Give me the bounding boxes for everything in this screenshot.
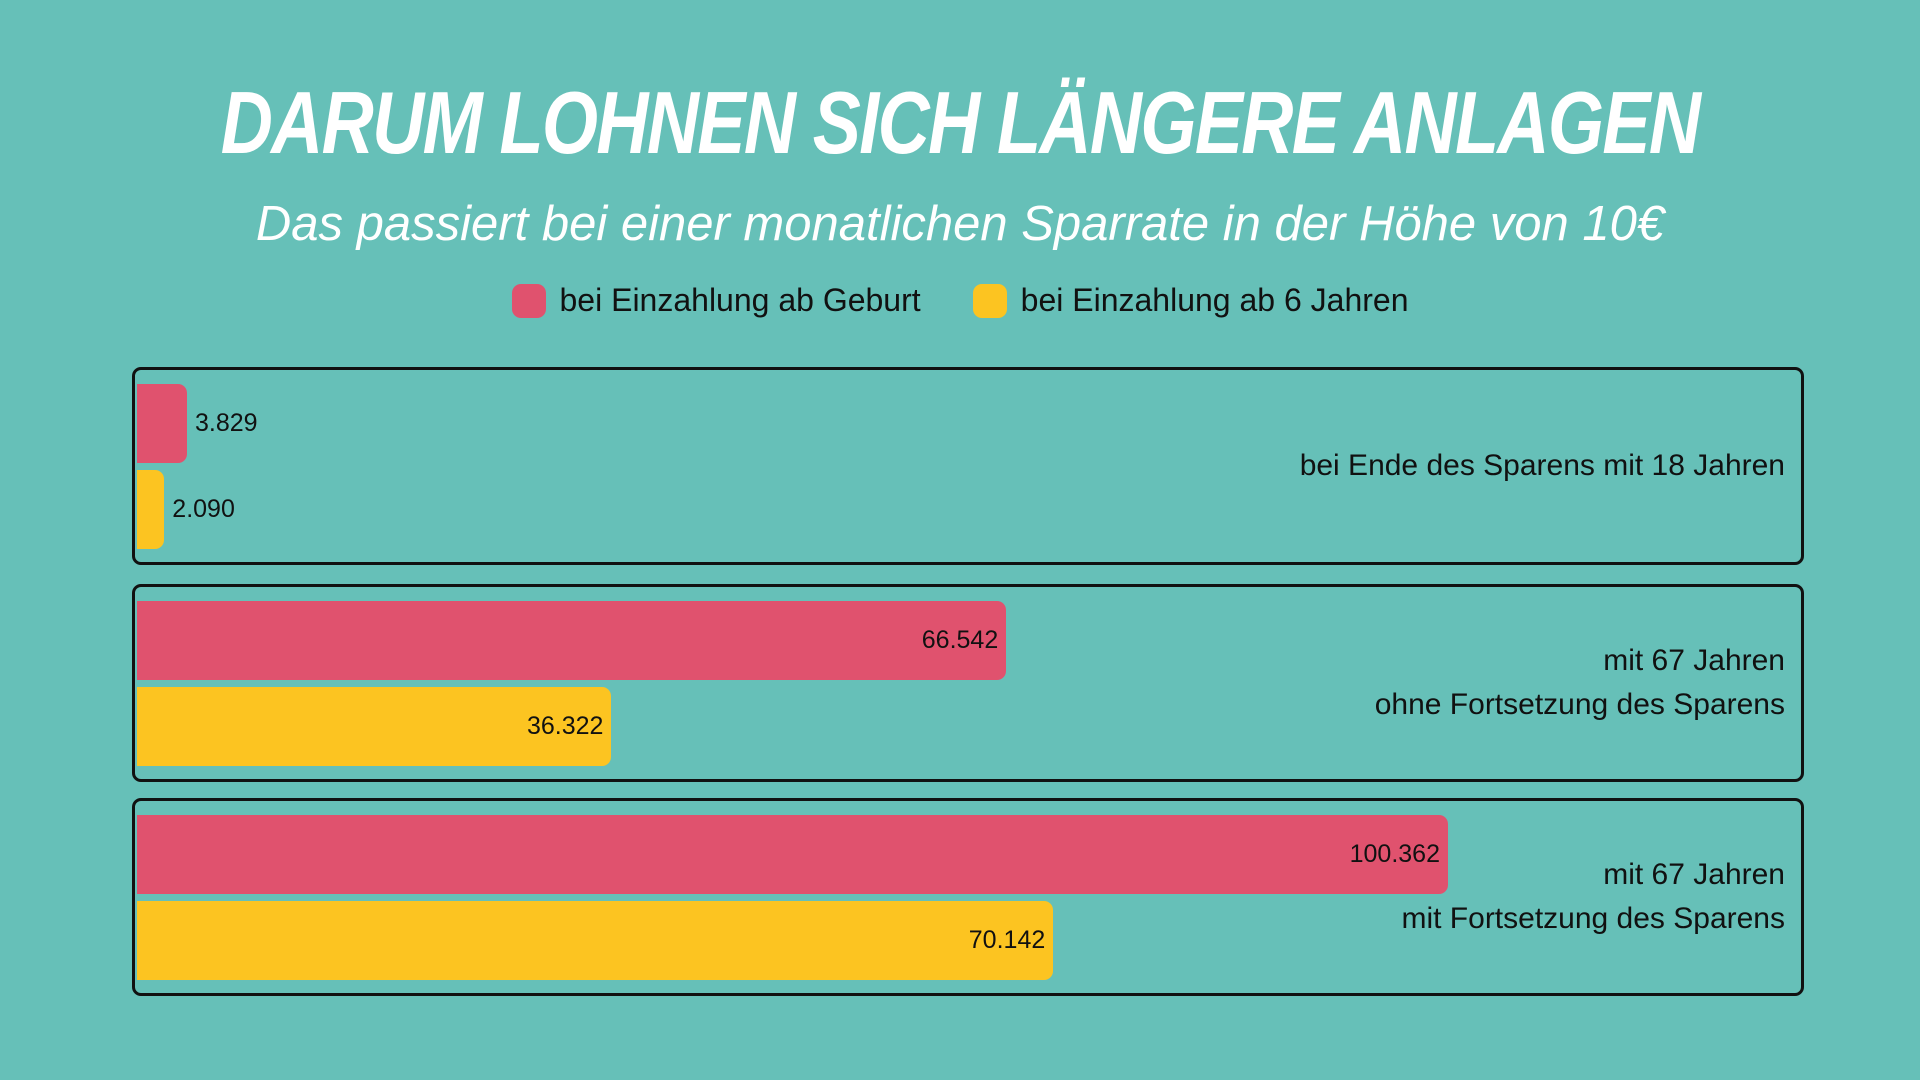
- category-label: mit 67 Jahren mit Fortsetzung des Sparens: [1401, 853, 1785, 941]
- category-panel: 3.829 2.090 bei Ende des Sparens mit 18 Ja…: [132, 367, 1804, 565]
- category-panel: 100.362 70.142 mit 67 Jahren mit Fortsetzun…: [132, 798, 1804, 996]
- chart-subtitle: Das passiert bei einer monatlichen Sparr…: [255, 197, 1665, 251]
- bar: [137, 384, 188, 463]
- chart-title: DARUM LOHNEN SICH LÄNGERE ANLAGEN: [220, 73, 1701, 172]
- bar: [137, 901, 1054, 980]
- category-label-line: bei Ende des Sparens mit 18 Jahren: [1299, 449, 1785, 482]
- category-label-line: mit Fortsetzung des Sparens: [1401, 902, 1785, 935]
- data-label: 100.362: [1349, 840, 1440, 868]
- legend: bei Einzahlung ab Geburt bei Einzahlung …: [0, 282, 1920, 319]
- data-label: 3.829: [195, 409, 258, 437]
- legend-item-geburt: bei Einzahlung ab Geburt: [511, 282, 921, 319]
- bar: [137, 601, 1007, 680]
- legend-item-6-jahre: bei Einzahlung ab 6 Jahren: [972, 282, 1409, 319]
- legend-swatch-yellow: [972, 283, 1007, 318]
- category-label: bei Ende des Sparens mit 18 Jahren: [1300, 444, 1785, 488]
- bar: [137, 470, 165, 549]
- category-label-line: mit 67 Jahren: [1603, 644, 1785, 677]
- data-label: 2.090: [172, 495, 235, 523]
- category-label-line: ohne Fortsetzung des Sparens: [1374, 688, 1785, 721]
- data-label: 36.322: [527, 712, 604, 740]
- legend-label: bei Einzahlung ab Geburt: [559, 282, 921, 318]
- legend-label: bei Einzahlung ab 6 Jahren: [1020, 282, 1409, 318]
- legend-swatch-red: [511, 283, 546, 318]
- category-label: mit 67 Jahren ohne Fortsetzung des Sparen…: [1375, 639, 1785, 727]
- data-label: 66.542: [921, 626, 999, 654]
- bar: [137, 815, 1448, 894]
- data-label: 70.142: [968, 926, 1046, 954]
- category-panel: 66.542 36.322 mit 67 Jahren ohne Fortsetzun…: [132, 584, 1804, 782]
- bar: [137, 687, 612, 766]
- category-label-line: mit 67 Jahren: [1603, 858, 1785, 891]
